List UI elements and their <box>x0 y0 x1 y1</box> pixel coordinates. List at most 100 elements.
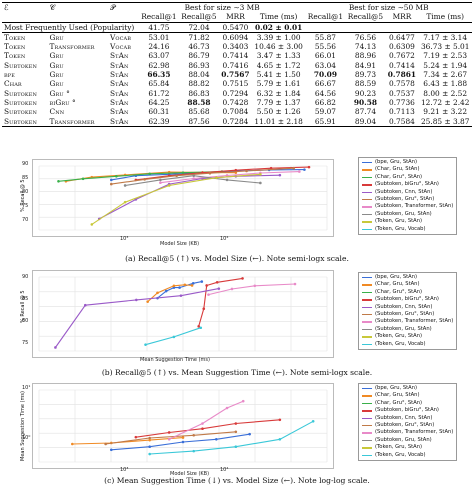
cell-value: 90.58 <box>353 97 378 107</box>
panel-c-ytick: 10¹ <box>22 385 31 391</box>
data-point <box>57 180 60 183</box>
row-label: Most Frequently Used (Popularity) <box>4 22 135 32</box>
cell-value: 86.83 <box>188 88 210 98</box>
cell-value: 66.01 <box>314 51 336 61</box>
legend-swatch <box>362 299 372 301</box>
cell-predictor: StAn <box>109 51 129 61</box>
table-row: Subtoken Cnn StAn 60.31 85.68 0.7084 5.50 ± 1.… <box>2 107 472 116</box>
legend-item: (Subtoken, Cnn, StAn) <box>362 415 453 422</box>
cell-predictor: StAn <box>109 97 129 107</box>
cell-value: 0.7567 <box>221 70 250 80</box>
metric-header: Recall@5 <box>178 12 219 23</box>
data-point <box>148 452 151 456</box>
cell-value: 87.56 <box>188 116 210 126</box>
data-point <box>164 289 168 293</box>
legend-item: (Token, Gru, StAn) <box>362 218 453 225</box>
legend-label: (Subtoken, Cnn, StAn) <box>375 414 433 421</box>
legend-label: (Subtoken, biGru°, StAn) <box>375 181 439 188</box>
cell-value: 24.16 <box>148 42 170 52</box>
cell-value: 72.04 <box>188 22 210 32</box>
panel-a-xtick: 10⁴ <box>220 236 229 242</box>
panel-a-ytick: 85 <box>22 175 29 181</box>
legend-label: (Token, Gru, Vocab) <box>375 451 426 458</box>
data-point <box>234 430 238 434</box>
data-point <box>190 284 194 287</box>
legend-item: (Char, Gru°, StAn) <box>362 400 453 407</box>
panel-b-chart <box>38 276 328 352</box>
legend-label: (Char, Gru°, StAn) <box>375 288 423 295</box>
data-point <box>148 445 151 449</box>
cell-encoder: Token <box>4 32 26 42</box>
legend-swatch <box>362 198 372 201</box>
data-point <box>81 177 85 181</box>
data-point <box>148 438 151 442</box>
data-point <box>123 200 127 204</box>
panel-a-legend: (bpe, Gru, StAn) (Char, Gru, StAn) (Char, … <box>358 157 458 236</box>
data-point <box>234 168 238 172</box>
data-point <box>135 298 138 302</box>
data-point <box>234 445 238 449</box>
cell-encoder: Subtoken <box>4 107 37 117</box>
legend-item: (Subtoken, Transformer, StAn) <box>362 429 453 436</box>
panel-a-caption: (a) Recall@5 (↑) vs. Model Size (←). Not… <box>125 254 349 263</box>
data-point <box>144 343 147 346</box>
legend-swatch <box>362 169 372 171</box>
series-line <box>157 281 202 299</box>
panel-c-xtick: 10³ <box>120 467 129 473</box>
data-point <box>109 182 113 186</box>
cell-value: 62.98 <box>148 60 170 70</box>
legend-item: (Subtoken, biGru°, StAn) <box>362 296 453 303</box>
legend-swatch <box>362 306 372 309</box>
cell-value: 89.04 <box>354 116 377 126</box>
cell-value: 6.43 ± 1.88 <box>423 79 468 89</box>
panel-b-legend: (bpe, Gru, StAn) (Char, Gru, StAn) (Char, … <box>358 272 458 351</box>
cell-value: 0.7084 <box>222 107 249 117</box>
series-line <box>147 284 193 303</box>
legend-label: (Char, Gru, StAn) <box>375 392 420 399</box>
legend-label: (Token, Gru, StAn) <box>375 218 423 225</box>
data-point <box>200 280 204 283</box>
data-point <box>192 177 196 180</box>
cell-value: 0.7861 <box>387 70 417 80</box>
legend-item: (Char, Gru°, StAn) <box>362 289 453 296</box>
cell-value: 3.39 ± 1.00 <box>256 32 301 42</box>
metric-header: Recall@1 <box>138 12 179 23</box>
data-point <box>293 282 297 286</box>
cell-value: 66.82 <box>314 97 336 107</box>
cell-value: 88.96 <box>354 51 377 61</box>
legend-item: (Token, Gru, StAn) <box>362 333 453 340</box>
cell-predictor: StAn <box>109 88 129 98</box>
data-point <box>192 174 196 178</box>
legend-label: (Subtoken, Gru°, StAn) <box>375 196 435 203</box>
cell-value: 0.7736 <box>389 97 415 107</box>
panel-a-ytick: 75 <box>22 203 29 209</box>
legend-swatch <box>362 336 372 338</box>
panel-b-ytick: 75 <box>22 340 29 346</box>
table-row: Subtoken biGru ° StAn 64.25 88.58 0.7428 7.79 … <box>2 98 472 107</box>
data-point <box>159 181 162 184</box>
data-point <box>178 286 181 289</box>
legend-swatch <box>362 321 372 323</box>
panel-a-ytick: 80 <box>22 189 29 195</box>
cell-value: 64.56 <box>314 88 336 98</box>
cell-value: 7.17 ± 3.14 <box>423 32 468 42</box>
series-line <box>72 437 184 445</box>
data-point <box>278 173 282 177</box>
legend-item: (Char, Gru, StAn) <box>362 281 453 288</box>
metric-header: Recall@1 <box>305 12 346 23</box>
legend-swatch <box>362 417 372 420</box>
cell-context: Gru <box>49 51 64 61</box>
legend-item: (Char, Gru°, StAn) <box>362 174 453 181</box>
legend-label: (bpe, Gru, StAn) <box>375 385 418 391</box>
legend-swatch <box>362 343 372 346</box>
legend-label: (Subtoken, Gru°, StAn) <box>375 311 435 318</box>
legend-label: (Char, Gru°, StAn) <box>375 173 423 180</box>
legend-swatch <box>362 402 372 405</box>
legend-swatch <box>362 387 372 390</box>
data-point <box>123 184 127 187</box>
table-row: bpe Gru StAn 66.35 88.04 0.7567 5.41 ± 1.50 70.… <box>2 70 472 79</box>
data-point <box>83 303 87 307</box>
legend-label: (Subtoken, Cnn, StAn) <box>375 188 433 195</box>
data-point <box>183 283 187 287</box>
data-point <box>199 326 203 330</box>
